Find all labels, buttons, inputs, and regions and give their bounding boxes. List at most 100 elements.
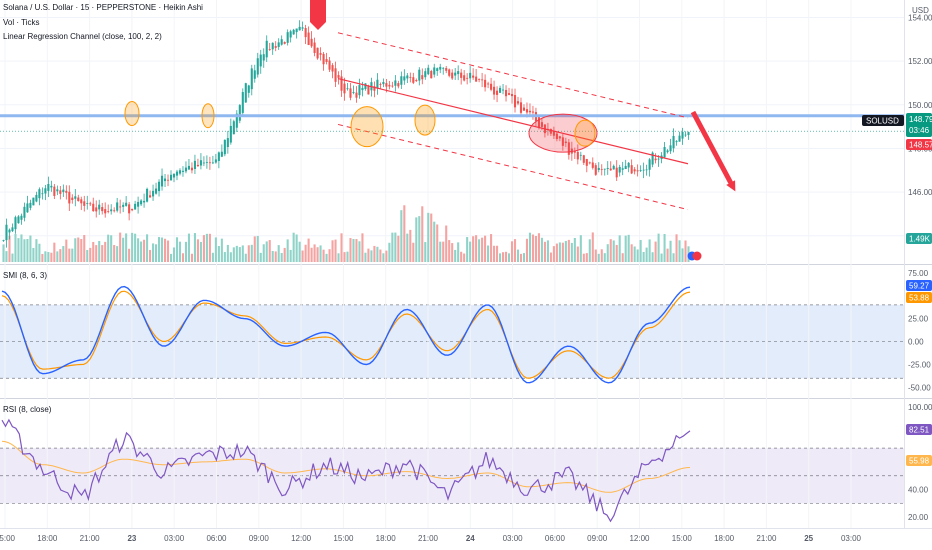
volume-bar <box>301 250 304 262</box>
candle-body <box>223 139 226 155</box>
volume-bar <box>618 235 621 262</box>
candle-body <box>32 197 35 206</box>
price-tick-label: 154.00 <box>908 13 932 22</box>
volume-bar <box>125 233 128 262</box>
candle-body <box>340 76 343 91</box>
candle-body <box>606 168 609 170</box>
candles <box>2 20 690 248</box>
candle-body <box>642 169 645 171</box>
time-tick-label: 18:00 <box>37 534 58 543</box>
volume-bar <box>346 251 349 262</box>
candle-body <box>5 224 8 241</box>
price-tick-label: 150.00 <box>908 101 932 110</box>
candle-body <box>280 39 283 45</box>
candle-body <box>77 197 80 202</box>
candle-body <box>681 131 684 139</box>
candle-body <box>657 158 660 160</box>
candle-body <box>439 66 442 70</box>
candle-body <box>409 76 412 78</box>
volume-bar <box>65 239 68 262</box>
volume-bar <box>394 232 397 262</box>
volume-bar <box>445 225 448 262</box>
candle-body <box>576 151 579 160</box>
volume-bar <box>630 244 633 262</box>
volume-bar <box>642 251 645 262</box>
candle-body <box>337 75 340 78</box>
candle-body <box>466 77 469 79</box>
volume-bar <box>313 244 316 262</box>
regression-midline <box>337 78 689 165</box>
volume-bar <box>484 235 487 262</box>
volume-bar <box>382 253 385 262</box>
volume-bar <box>466 237 469 262</box>
rsi-tick-label: 20.00 <box>908 513 929 522</box>
candle-body <box>316 47 319 59</box>
volume-bar <box>32 247 35 262</box>
volume-bar <box>11 253 14 262</box>
volume-bar <box>17 238 20 262</box>
candle-body <box>478 79 481 80</box>
volume-bar <box>172 247 176 262</box>
rsi-title: RSI (8, close) <box>3 405 52 414</box>
candle-body <box>74 196 77 199</box>
candle-body <box>187 165 191 170</box>
candle-body <box>178 170 182 174</box>
symbol-tag: SOLUSD <box>866 117 899 126</box>
volume-bar <box>457 242 460 262</box>
candle-body <box>134 203 137 210</box>
volume-bar <box>501 252 505 262</box>
candle-body <box>155 188 158 194</box>
volume-bar <box>116 246 119 262</box>
volume-bar <box>190 253 193 262</box>
candle-body <box>552 131 555 136</box>
volume-bar <box>101 245 104 262</box>
volume-bar <box>271 251 274 262</box>
candle-body <box>152 190 155 197</box>
candle-body <box>149 195 152 198</box>
smi-tick-label: -25.00 <box>908 360 931 369</box>
candle-body <box>364 83 367 89</box>
price-panel-bg[interactable] <box>0 0 904 264</box>
candle-body <box>388 84 391 87</box>
volume-bar <box>247 245 250 262</box>
volume-bar <box>343 252 346 262</box>
rsi-tick-label: 100.00 <box>908 403 932 412</box>
volume-bar <box>391 232 394 262</box>
volume-bar <box>68 248 71 262</box>
candle-body <box>579 154 582 156</box>
smi-line <box>1 285 691 384</box>
volume-bar <box>199 241 202 262</box>
candle-body <box>157 181 161 192</box>
smi-value-tag: 59.27 <box>909 282 930 291</box>
candle-body <box>672 135 675 149</box>
time-tick-label: 03:00 <box>503 534 524 543</box>
volume-bar <box>481 237 484 262</box>
candle-body <box>286 32 289 43</box>
candle-body <box>501 89 505 91</box>
candle-body <box>169 174 173 181</box>
candle-body <box>262 54 265 61</box>
volume-bar <box>540 237 543 262</box>
candle-body <box>666 150 669 153</box>
candle-body <box>68 191 71 204</box>
volume-bar <box>44 251 47 262</box>
candle-body <box>433 67 436 75</box>
volume-bar <box>107 234 110 262</box>
candle-body <box>8 229 11 233</box>
volume-bar <box>5 251 8 262</box>
volume-bar <box>531 234 535 262</box>
candle-body <box>80 199 83 204</box>
volume-bar <box>603 253 606 262</box>
time-tick-label: 12:00 <box>629 534 650 543</box>
candle-body <box>669 145 672 152</box>
candle-body <box>98 204 101 210</box>
candle-body <box>172 173 176 178</box>
volume-bar <box>152 243 155 262</box>
volume-bar <box>14 233 17 262</box>
price-tick-label: 152.00 <box>908 57 932 66</box>
candle-body <box>504 89 508 97</box>
candle-body <box>525 109 529 113</box>
candle-body <box>531 111 535 113</box>
rsi-lines <box>1 418 691 523</box>
candle-body <box>448 69 451 76</box>
